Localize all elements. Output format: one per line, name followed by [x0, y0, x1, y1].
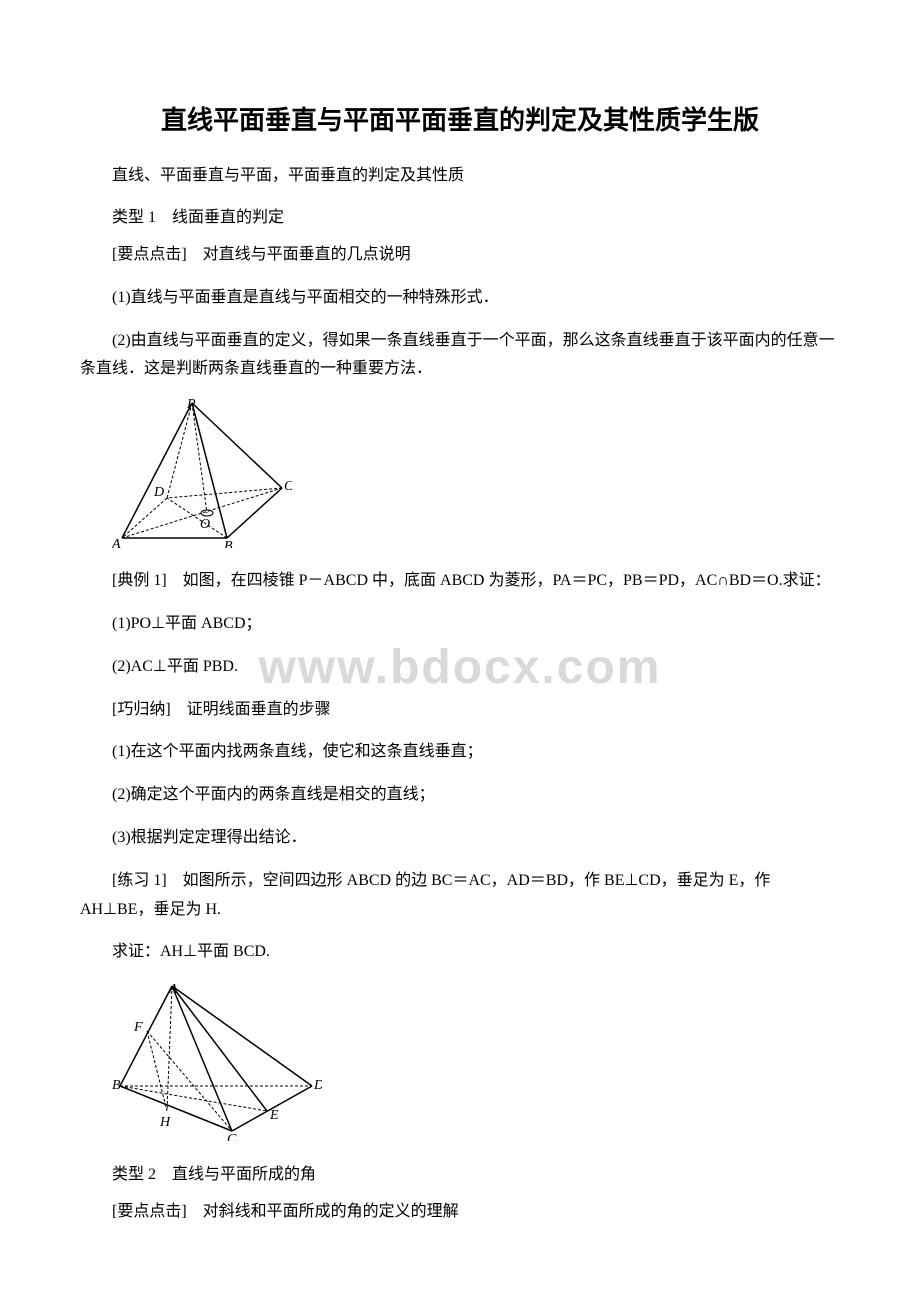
example1-part2: (2)AC⊥平面 PBD. — [80, 653, 840, 682]
document-content: 直线平面垂直与平面平面垂直的判定及其性质学生版 直线、平面垂直与平面，平面垂直的… — [80, 100, 840, 1227]
document-subtitle: 直线、平面垂直与平面，平面垂直的判定及其性质 — [80, 161, 840, 185]
svg-text:C: C — [284, 479, 292, 494]
svg-text:A: A — [112, 537, 121, 548]
figure-2-tetrahedron: A B C D E F H — [112, 981, 840, 1146]
svg-text:B: B — [224, 539, 233, 548]
tetrahedron-svg: A B C D E F H — [112, 981, 322, 1141]
note1-header: [要点点击] 对直线与平面垂直的几点说明 — [80, 241, 840, 270]
practice1-text: [练习 1] 如图所示，空间四边形 ABCD 的边 BC＝AC，AD＝BD，作 … — [80, 867, 840, 925]
pyramid-svg: P A B C D O — [112, 398, 292, 548]
practice1-goal: 求证：AH⊥平面 BCD. — [80, 938, 840, 967]
note1-point2-text: (2)由直线与平面垂直的定义，得如果一条直线垂直于一个平面，那么这条直线垂直于该… — [80, 332, 835, 378]
type2-header: 类型 2 直线与平面所成的角 — [80, 1160, 840, 1184]
svg-text:B: B — [112, 1078, 121, 1093]
example1-part1: (1)PO⊥平面 ABCD； — [80, 610, 840, 639]
method-step1: (1)在这个平面内找两条直线，使它和这条直线垂直； — [80, 738, 840, 767]
svg-text:D: D — [153, 485, 164, 500]
method-step2: (2)确定这个平面内的两条直线是相交的直线； — [80, 781, 840, 810]
note1-point2: (2)由直线与平面垂直的定义，得如果一条直线垂直于一个平面，那么这条直线垂直于该… — [80, 327, 840, 385]
type1-header: 类型 1 线面垂直的判定 — [80, 203, 840, 227]
method-header: [巧归纳] 证明线面垂直的步骤 — [80, 696, 840, 725]
svg-text:E: E — [269, 1108, 279, 1123]
method-step3: (3)根据判定定理得出结论． — [80, 824, 840, 853]
svg-text:P: P — [186, 398, 196, 412]
svg-text:H: H — [159, 1115, 171, 1130]
svg-text:F: F — [133, 1020, 143, 1035]
note1-point1: (1)直线与平面垂直是直线与平面相交的一种特殊形式． — [80, 284, 840, 313]
practice1-body: [练习 1] 如图所示，空间四边形 ABCD 的边 BC＝AC，AD＝BD，作 … — [80, 872, 770, 918]
example1-body: [典例 1] 如图，在四棱锥 P－ABCD 中，底面 ABCD 为菱形，PA＝P… — [112, 572, 831, 589]
note2-header: [要点点击] 对斜线和平面所成的角的定义的理解 — [80, 1198, 840, 1227]
example1-text: [典例 1] 如图，在四棱锥 P－ABCD 中，底面 ABCD 为菱形，PA＝P… — [80, 567, 840, 596]
figure-1-pyramid: P A B C D O — [112, 398, 840, 553]
svg-text:O: O — [200, 517, 210, 532]
document-title: 直线平面垂直与平面平面垂直的判定及其性质学生版 — [80, 100, 840, 137]
svg-text:C: C — [227, 1132, 237, 1141]
svg-text:D: D — [313, 1078, 322, 1093]
svg-text:A: A — [168, 982, 178, 997]
